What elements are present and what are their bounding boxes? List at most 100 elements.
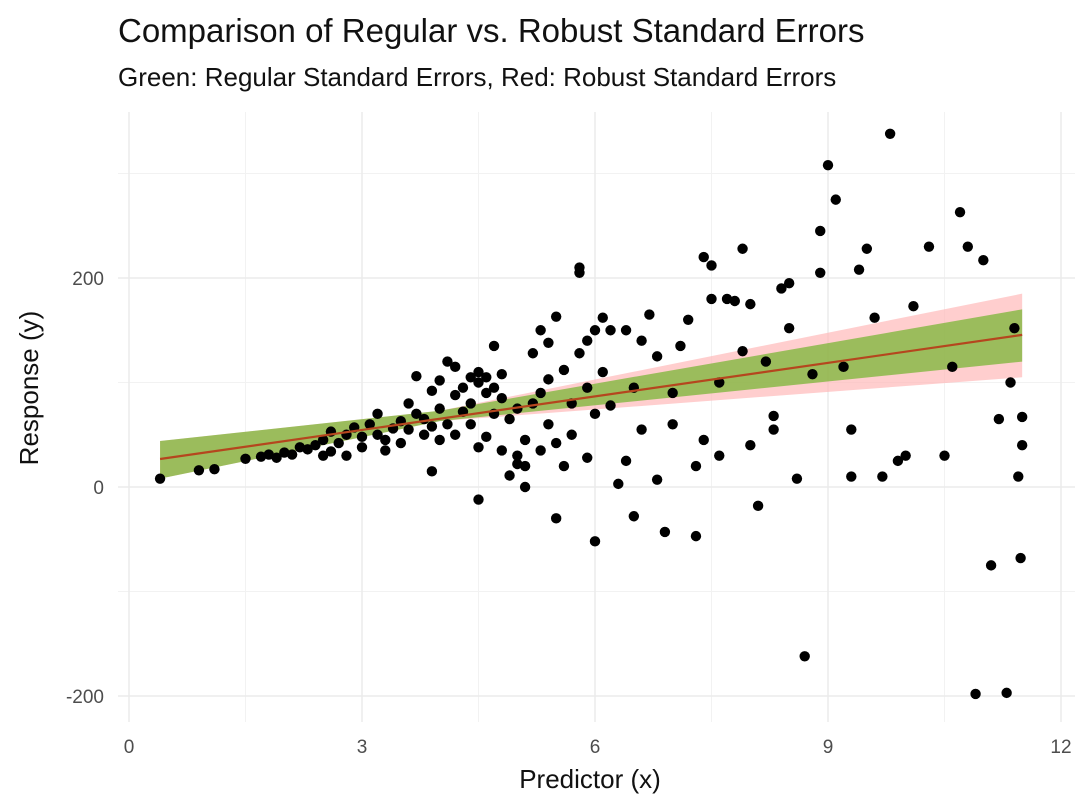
data-point — [690, 460, 702, 472]
data-point — [411, 371, 422, 382]
data-point — [240, 453, 251, 464]
data-point — [651, 351, 663, 362]
data-point — [853, 264, 865, 275]
data-point — [450, 361, 461, 373]
data-point — [372, 408, 383, 420]
data-point — [271, 452, 282, 463]
data-point — [310, 440, 321, 451]
x-tick-label: 0 — [124, 737, 135, 758]
data-point — [504, 413, 515, 425]
data-point — [380, 434, 391, 446]
data-point — [450, 429, 461, 440]
data-point — [706, 293, 717, 305]
data-point — [620, 325, 632, 336]
data-point — [760, 356, 772, 367]
data-point — [403, 424, 414, 435]
data-point — [1001, 687, 1012, 699]
data-point — [519, 460, 531, 472]
data-point — [954, 206, 966, 218]
data-point — [550, 513, 562, 524]
data-point — [1016, 411, 1028, 423]
data-point — [380, 445, 391, 456]
data-point — [923, 241, 935, 252]
data-point — [838, 361, 849, 373]
chart-title: Comparison of Regular vs. Robust Standar… — [118, 12, 865, 49]
data-point — [783, 322, 795, 334]
data-point — [356, 431, 368, 443]
data-point — [776, 283, 787, 294]
data-point — [745, 440, 756, 451]
data-point — [589, 325, 601, 336]
data-point — [659, 526, 671, 538]
chart-subtitle: Green: Regular Standard Errors, Red: Rob… — [118, 62, 837, 92]
data-point — [527, 398, 539, 409]
x-tick-label: 6 — [590, 737, 601, 758]
data-point — [822, 159, 834, 171]
data-point — [698, 434, 709, 446]
data-point — [582, 335, 593, 346]
data-point — [815, 225, 826, 237]
x-tick-label: 9 — [823, 737, 834, 758]
data-point — [426, 466, 438, 477]
x-tick-label: 3 — [357, 737, 368, 758]
data-point — [884, 128, 896, 139]
data-point — [193, 465, 205, 476]
data-point — [411, 408, 422, 420]
data-point — [970, 688, 981, 700]
data-point — [574, 348, 585, 359]
data-point — [519, 481, 531, 493]
data-points — [154, 128, 1028, 700]
data-point — [815, 267, 826, 278]
y-axis-title: Response (y) — [14, 311, 44, 466]
data-point — [667, 387, 678, 399]
data-point — [364, 419, 375, 430]
data-point — [783, 278, 795, 289]
data-point — [628, 511, 640, 522]
data-point — [900, 450, 911, 461]
data-point — [465, 419, 476, 430]
data-point — [535, 445, 546, 456]
data-point — [768, 410, 779, 422]
data-point — [442, 419, 453, 430]
data-point — [527, 348, 539, 359]
data-point — [543, 419, 554, 430]
data-point — [558, 364, 570, 376]
data-point — [566, 429, 577, 440]
data-point — [947, 361, 958, 373]
data-point — [481, 431, 492, 443]
data-point — [737, 345, 748, 357]
grid-lines — [118, 112, 1075, 722]
data-point — [535, 325, 546, 336]
x-axis-title: Predictor (x) — [519, 764, 661, 794]
regular-se-band — [160, 309, 1023, 479]
data-point — [675, 340, 686, 352]
data-point — [613, 478, 624, 490]
regression-fit — [159, 333, 1023, 461]
data-point — [978, 255, 989, 266]
data-point — [1016, 440, 1028, 451]
data-point — [209, 464, 220, 475]
data-point — [372, 429, 383, 440]
data-point — [519, 434, 531, 446]
y-tick-label: 0 — [93, 478, 104, 499]
data-point — [481, 387, 492, 399]
data-point — [434, 375, 445, 386]
data-point — [496, 445, 507, 456]
data-point — [488, 382, 500, 393]
data-point — [605, 400, 616, 411]
data-point — [962, 241, 973, 252]
data-point — [877, 471, 888, 482]
data-point — [582, 452, 593, 463]
data-point — [861, 243, 873, 254]
data-point — [395, 437, 407, 449]
data-point — [597, 366, 608, 378]
data-point — [869, 312, 880, 323]
data-point — [589, 408, 601, 420]
data-point — [667, 419, 678, 430]
data-point — [1005, 377, 1016, 388]
data-point — [985, 560, 997, 571]
data-point — [636, 424, 647, 435]
data-point — [154, 473, 166, 484]
data-point — [574, 267, 585, 278]
